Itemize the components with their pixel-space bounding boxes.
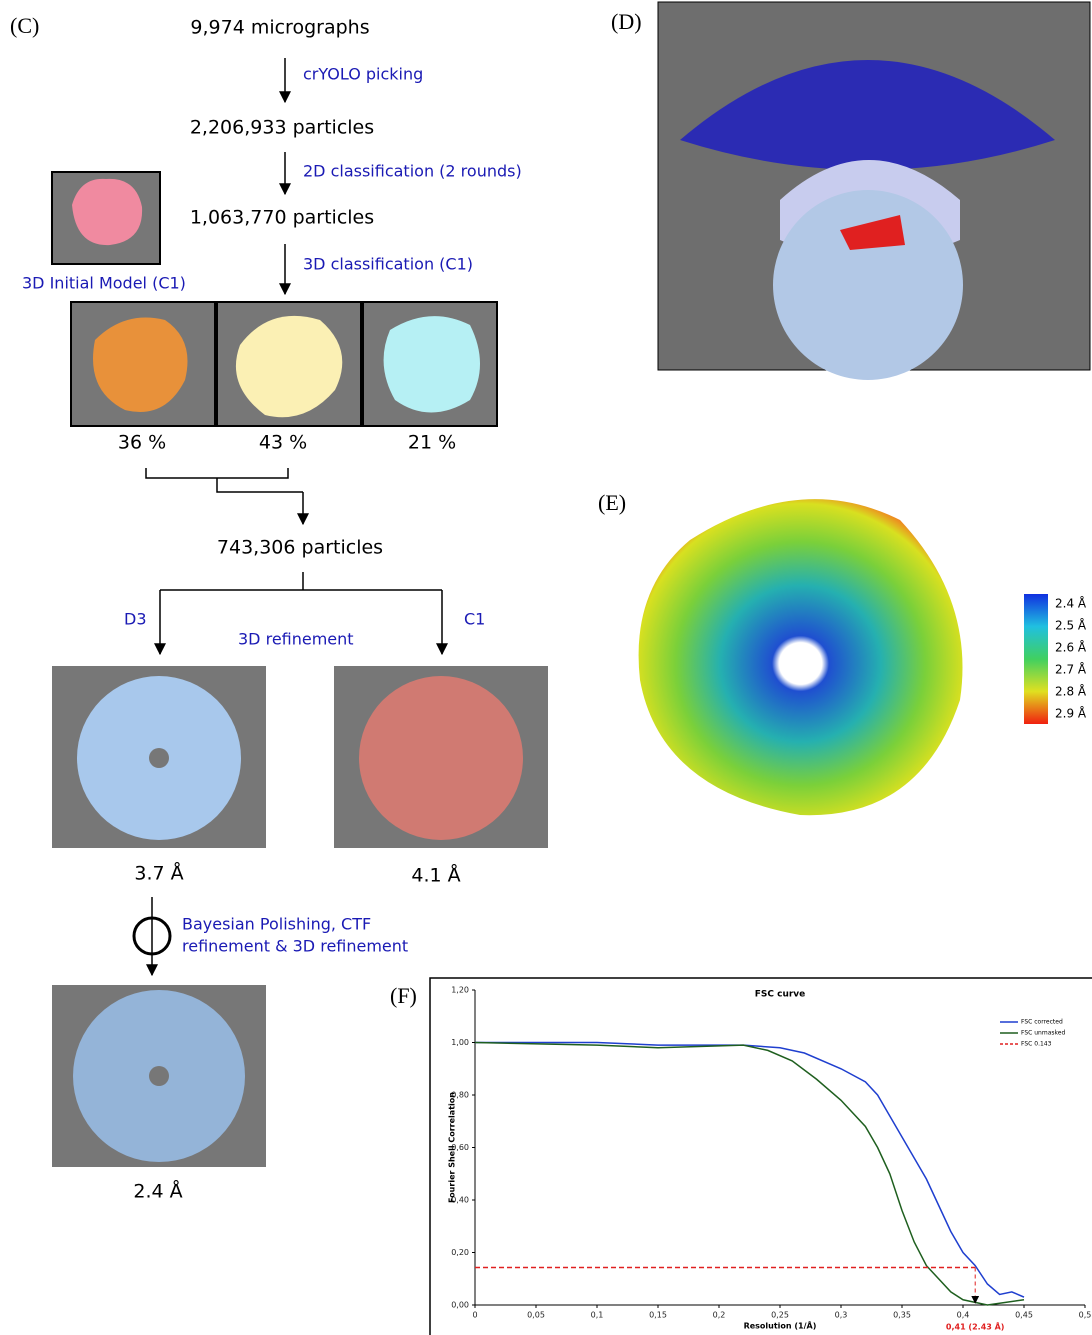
local-resolution-map bbox=[639, 499, 963, 815]
map-shape bbox=[773, 190, 963, 380]
page: Cryo-EM processing figure {"panel_c": {"… bbox=[0, 0, 1092, 1335]
legend-label: FSC corrected bbox=[1021, 1019, 1063, 1026]
map-shape bbox=[359, 676, 523, 840]
colorbar-label: 2.4 Å bbox=[1055, 596, 1087, 611]
resolution: 2.4 Å bbox=[133, 1180, 182, 1203]
resolution: 3.7 Å bbox=[134, 862, 183, 885]
x-tick-label: 0,45 bbox=[1015, 1311, 1033, 1320]
panel-label: (F) bbox=[390, 983, 417, 1008]
class-percent: 43 % bbox=[259, 432, 307, 454]
connector bbox=[146, 468, 303, 492]
step: 9,974 micrographs bbox=[190, 17, 369, 39]
x-tick-label: 0,5 bbox=[1079, 1311, 1092, 1320]
y-tick-label: 0,00 bbox=[451, 1301, 469, 1310]
map-shape bbox=[384, 316, 480, 412]
x-tick-label: 0,1 bbox=[591, 1311, 604, 1320]
panel-label: (C) bbox=[10, 13, 39, 38]
y-axis-label: Fourier Shell Correlation bbox=[448, 1092, 457, 1203]
x-tick-label: 0,35 bbox=[893, 1311, 911, 1320]
resolution: 4.1 Å bbox=[411, 864, 460, 887]
body: (C) 9,974 micrographs crYOLO picking 2,2… bbox=[0, 0, 1092, 1335]
fsc-chart: 0 0,05 0,1 0,15 0,2 0,25 0,3 0,35 0,4 0,45 0,5 0,00… bbox=[448, 986, 1092, 1332]
operation: crYOLO picking bbox=[303, 65, 423, 84]
class-percent: 36 % bbox=[118, 432, 166, 454]
step: 1,063,770 particles bbox=[190, 207, 374, 229]
operation: Bayesian Polishing, CTF bbox=[182, 915, 371, 934]
step: 2,206,933 particles bbox=[190, 117, 374, 139]
colorbar-labels: 2.4 Å 2.5 Å 2.6 Å 2.7 Å 2.8 Å 2.9 Å bbox=[1055, 596, 1087, 721]
annotation: 0,41 (2.43 Å) bbox=[946, 1322, 1005, 1332]
y-tick-label: 1,00 bbox=[451, 1038, 469, 1047]
chart-title: FSC curve bbox=[755, 990, 806, 1000]
y-tick-label: 0,20 bbox=[451, 1248, 469, 1257]
map-shape bbox=[149, 1066, 169, 1086]
x-tick-label: 0,05 bbox=[527, 1311, 545, 1320]
colorbar-label: 2.5 Å bbox=[1055, 618, 1087, 633]
map-shape bbox=[149, 748, 169, 768]
step: 743,306 particles bbox=[217, 537, 383, 559]
x-tick-label: 0,25 bbox=[771, 1311, 789, 1320]
legend-label: FSC 0.143 bbox=[1021, 1041, 1052, 1048]
panel-label: (E) bbox=[598, 490, 626, 515]
x-tick-label: 0,3 bbox=[835, 1311, 848, 1320]
class-percent: 21 % bbox=[408, 432, 456, 454]
operation: refinement & 3D refinement bbox=[182, 937, 408, 956]
x-tick-label: 0,15 bbox=[649, 1311, 667, 1320]
colorbar bbox=[1024, 594, 1048, 724]
legend-label: FSC unmasked bbox=[1021, 1030, 1065, 1037]
operation: 3D classification (C1) bbox=[303, 255, 473, 274]
figure: (C) 9,974 micrographs crYOLO picking 2,2… bbox=[0, 0, 1092, 1335]
x-tick-label: 0 bbox=[472, 1311, 477, 1320]
symmetry: C1 bbox=[464, 610, 485, 629]
colorbar-label: 2.7 Å bbox=[1055, 662, 1087, 677]
panel-frame bbox=[430, 978, 1092, 1335]
connector bbox=[160, 572, 442, 590]
fsc-line bbox=[475, 1043, 1024, 1306]
x-tick-label: 0,2 bbox=[713, 1311, 726, 1320]
symmetry: D3 bbox=[124, 610, 147, 629]
y-tick-label: 1,20 bbox=[451, 986, 469, 995]
colorbar-label: 2.9 Å bbox=[1055, 706, 1087, 721]
colorbar-label: 2.8 Å bbox=[1055, 684, 1087, 699]
operation: 2D classification (2 rounds) bbox=[303, 162, 522, 181]
panel-label: (D) bbox=[611, 9, 642, 34]
fsc-line bbox=[475, 1043, 1024, 1298]
operation: 3D refinement bbox=[238, 630, 354, 649]
x-axis-label: Resolution (1/Å) bbox=[744, 1321, 817, 1331]
colorbar-label: 2.6 Å bbox=[1055, 640, 1087, 655]
x-tick-label: 0,4 bbox=[957, 1311, 970, 1320]
caption: 3D Initial Model (C1) bbox=[22, 274, 186, 293]
